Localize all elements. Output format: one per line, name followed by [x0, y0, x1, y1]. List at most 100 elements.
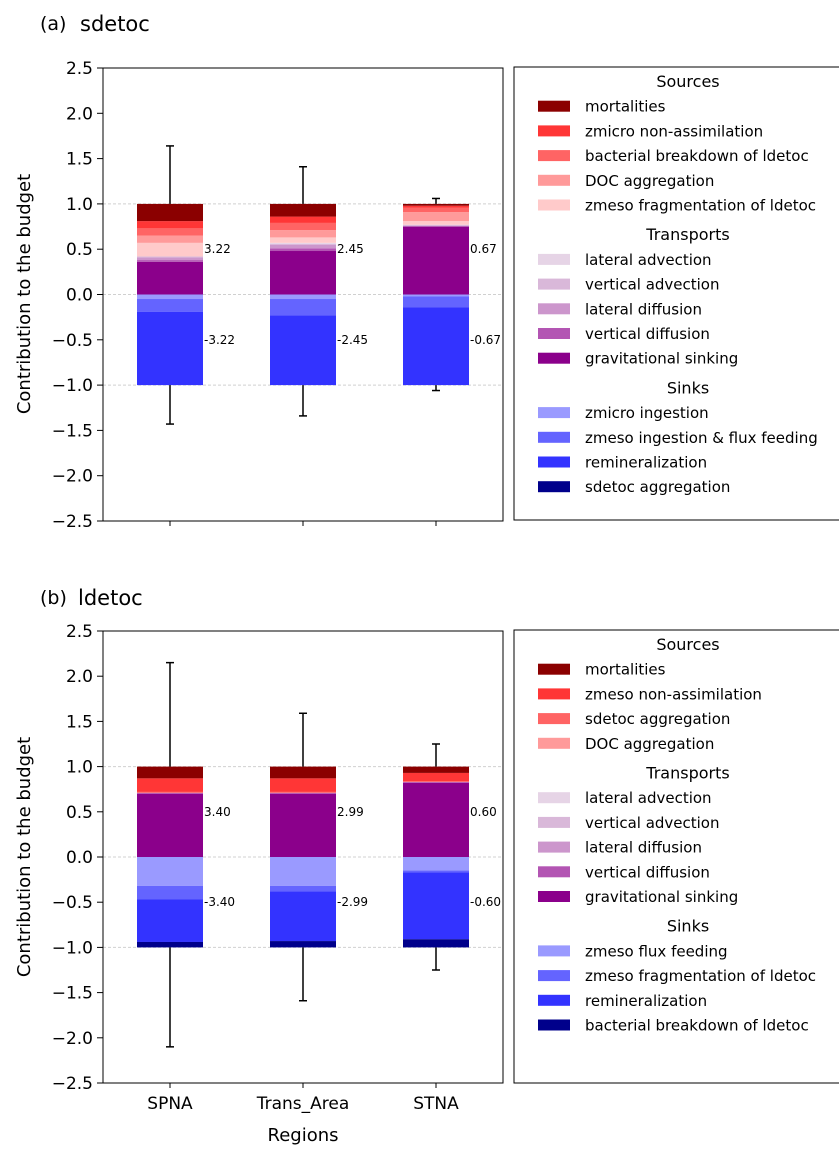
panel-b-legend-item: mortalities — [585, 661, 666, 679]
panel-a-bar-segment — [270, 216, 336, 223]
panel-a-bar-segment — [403, 224, 469, 226]
panel-a-ytick-label: −1.0 — [52, 376, 93, 396]
panel-b-legend-heading: Sinks — [667, 917, 709, 936]
panel-a-ytick-label: 0.0 — [66, 286, 93, 306]
panel-a-legend-swatch — [538, 303, 570, 315]
panel-b-legend-item: sdetoc aggregation — [585, 710, 730, 728]
panel-b-ytick-label: 0.0 — [66, 848, 93, 868]
panel-b-legend-item: gravitational sinking — [585, 888, 738, 906]
panel-b-ytick-label: −2.0 — [52, 1029, 93, 1049]
panel-a-bar-segment — [270, 237, 336, 243]
panel-a-bar-segment — [403, 207, 469, 213]
panel-b-xtick-label: Trans_Area — [256, 1094, 350, 1114]
panel-b-ytick-label: −1.5 — [52, 984, 93, 1004]
panel-b-bar-segment — [270, 778, 336, 792]
panel-b-bar-segment — [137, 941, 203, 948]
panel-b-legend-item: lateral advection — [585, 789, 712, 807]
panel-b-ytick-label: −1.0 — [52, 938, 93, 958]
panel-b-bar-segment — [270, 792, 336, 794]
panel-b-legend-swatch — [538, 970, 570, 982]
panel-b-bar-segment — [270, 885, 336, 892]
panel-a-plot-frame — [102, 67, 504, 522]
panel-a-bar-segment — [403, 294, 469, 297]
panel-a-bar-segment — [270, 203, 336, 217]
panel-a-legend-swatch — [538, 431, 570, 443]
panel-b-label: (b) — [40, 587, 67, 609]
panel-a-bar-segment — [270, 230, 336, 238]
panel-b-ytick-label: 0.5 — [66, 803, 93, 823]
panel-b-legend-swatch — [538, 737, 570, 749]
panel-a-legend-swatch — [538, 278, 570, 290]
panel-a-legend-swatch — [538, 125, 570, 137]
panel-b-xlabel: Regions — [268, 1125, 339, 1146]
panel-b-annotation-positive: 3.40 — [204, 805, 231, 819]
panel-b-legend-item: lateral diffusion — [585, 839, 702, 857]
panel-a-bar-segment — [270, 315, 336, 386]
panel-a-bar-segment — [270, 299, 336, 316]
panel-a-ytick-label: 0.5 — [66, 240, 93, 260]
panel-b-legend-swatch — [538, 816, 570, 828]
panel-a-annotation-positive: 2.45 — [337, 242, 364, 256]
panel-a-legend-item: vertical diffusion — [585, 325, 710, 343]
panel-b-bar-segment — [403, 781, 469, 782]
panel-a-bar-segment — [137, 203, 203, 222]
panel-a-ytick-label: 1.5 — [66, 150, 93, 170]
panel-b-legend-swatch — [538, 1019, 570, 1031]
panel-a-legend-heading: Transports — [645, 225, 729, 244]
panel-b-annotation-positive: 0.60 — [470, 805, 497, 819]
panel-b-title: ldetoc — [78, 586, 143, 610]
panel-b-bar-segment — [403, 772, 469, 782]
panel-b-plot-frame — [102, 630, 504, 1084]
panel-a-bar-segment — [403, 307, 469, 386]
panel-b-bar-segment — [403, 781, 469, 783]
panel-a-legend-item: lateral diffusion — [585, 300, 702, 318]
panel-b-legend-swatch — [538, 866, 570, 878]
panel-a-legend-swatch — [538, 328, 570, 339]
panel-a-legend-item: gravitational sinking — [585, 350, 738, 368]
panel-a-ytick-label: −2.5 — [52, 512, 93, 532]
panel-a-annotation-negative: -0.67 — [470, 333, 501, 347]
panel-a-ytick-label: 2.5 — [66, 59, 93, 79]
panel-a-legend-item: sdetoc aggregation — [585, 478, 730, 496]
panel-a-ytick-label: −2.0 — [52, 467, 93, 487]
panel-b-legend-item: bacterial breakdown of ldetoc — [585, 1017, 809, 1035]
panel-a-annotation-negative: -2.45 — [337, 333, 368, 347]
panel-a-label: (a) — [40, 13, 66, 35]
panel-b-annotation-negative: -0.60 — [470, 895, 501, 909]
panel-b-bar-segment — [270, 891, 336, 942]
panel-a-bar-segment — [270, 222, 336, 231]
panel-a-bar-segment — [137, 257, 203, 261]
panel-a-bar-segment — [270, 244, 336, 249]
panel-b-bar-segment — [137, 899, 203, 942]
panel-b-legend-box — [513, 629, 839, 1084]
panel-b-bar-segment — [270, 791, 336, 793]
panel-a-legend-swatch — [538, 456, 570, 468]
panel-b-bar-segment — [403, 870, 469, 873]
panel-b-ytick-label: 2.5 — [66, 622, 93, 642]
panel-a-ytick-label: 1.0 — [66, 195, 93, 215]
panel-a-title: sdetoc — [80, 12, 150, 36]
panel-b-legend-swatch — [538, 841, 570, 853]
panel-b-bar-segment — [137, 791, 203, 793]
panel-a-legend-item: DOC aggregation — [585, 172, 714, 190]
panel-b-legend-heading: Transports — [645, 764, 729, 783]
panel-a-ylabel: Contribution to the budget — [14, 174, 35, 414]
panel-b-bar-segment — [403, 939, 469, 948]
panel-b-bar-segment — [270, 941, 336, 948]
panel-a-bar-segment — [403, 221, 469, 225]
panel-a-legend-swatch — [538, 407, 570, 419]
panel-a-legend-item: bacterial breakdown of ldetoc — [585, 147, 809, 165]
panel-a-legend-swatch — [538, 481, 570, 493]
panel-b-xtick-label: SPNA — [147, 1094, 193, 1114]
panel-b-xtick-label: STNA — [413, 1094, 459, 1114]
panel-a-bar-segment — [137, 261, 203, 295]
panel-b-ytick-label: 1.5 — [66, 712, 93, 732]
panel-b-legend-swatch — [538, 792, 570, 804]
panel-b-bar-segment — [270, 766, 336, 779]
panel-b-annotation-negative: -3.40 — [204, 895, 235, 909]
panel-a-ytick-label: 2.0 — [66, 104, 93, 124]
panel-a-bar-segment — [403, 205, 469, 208]
panel-a-bar-segment — [137, 260, 203, 262]
panel-b-bar-segment — [137, 778, 203, 792]
panel-a-bar-segment — [137, 311, 203, 386]
